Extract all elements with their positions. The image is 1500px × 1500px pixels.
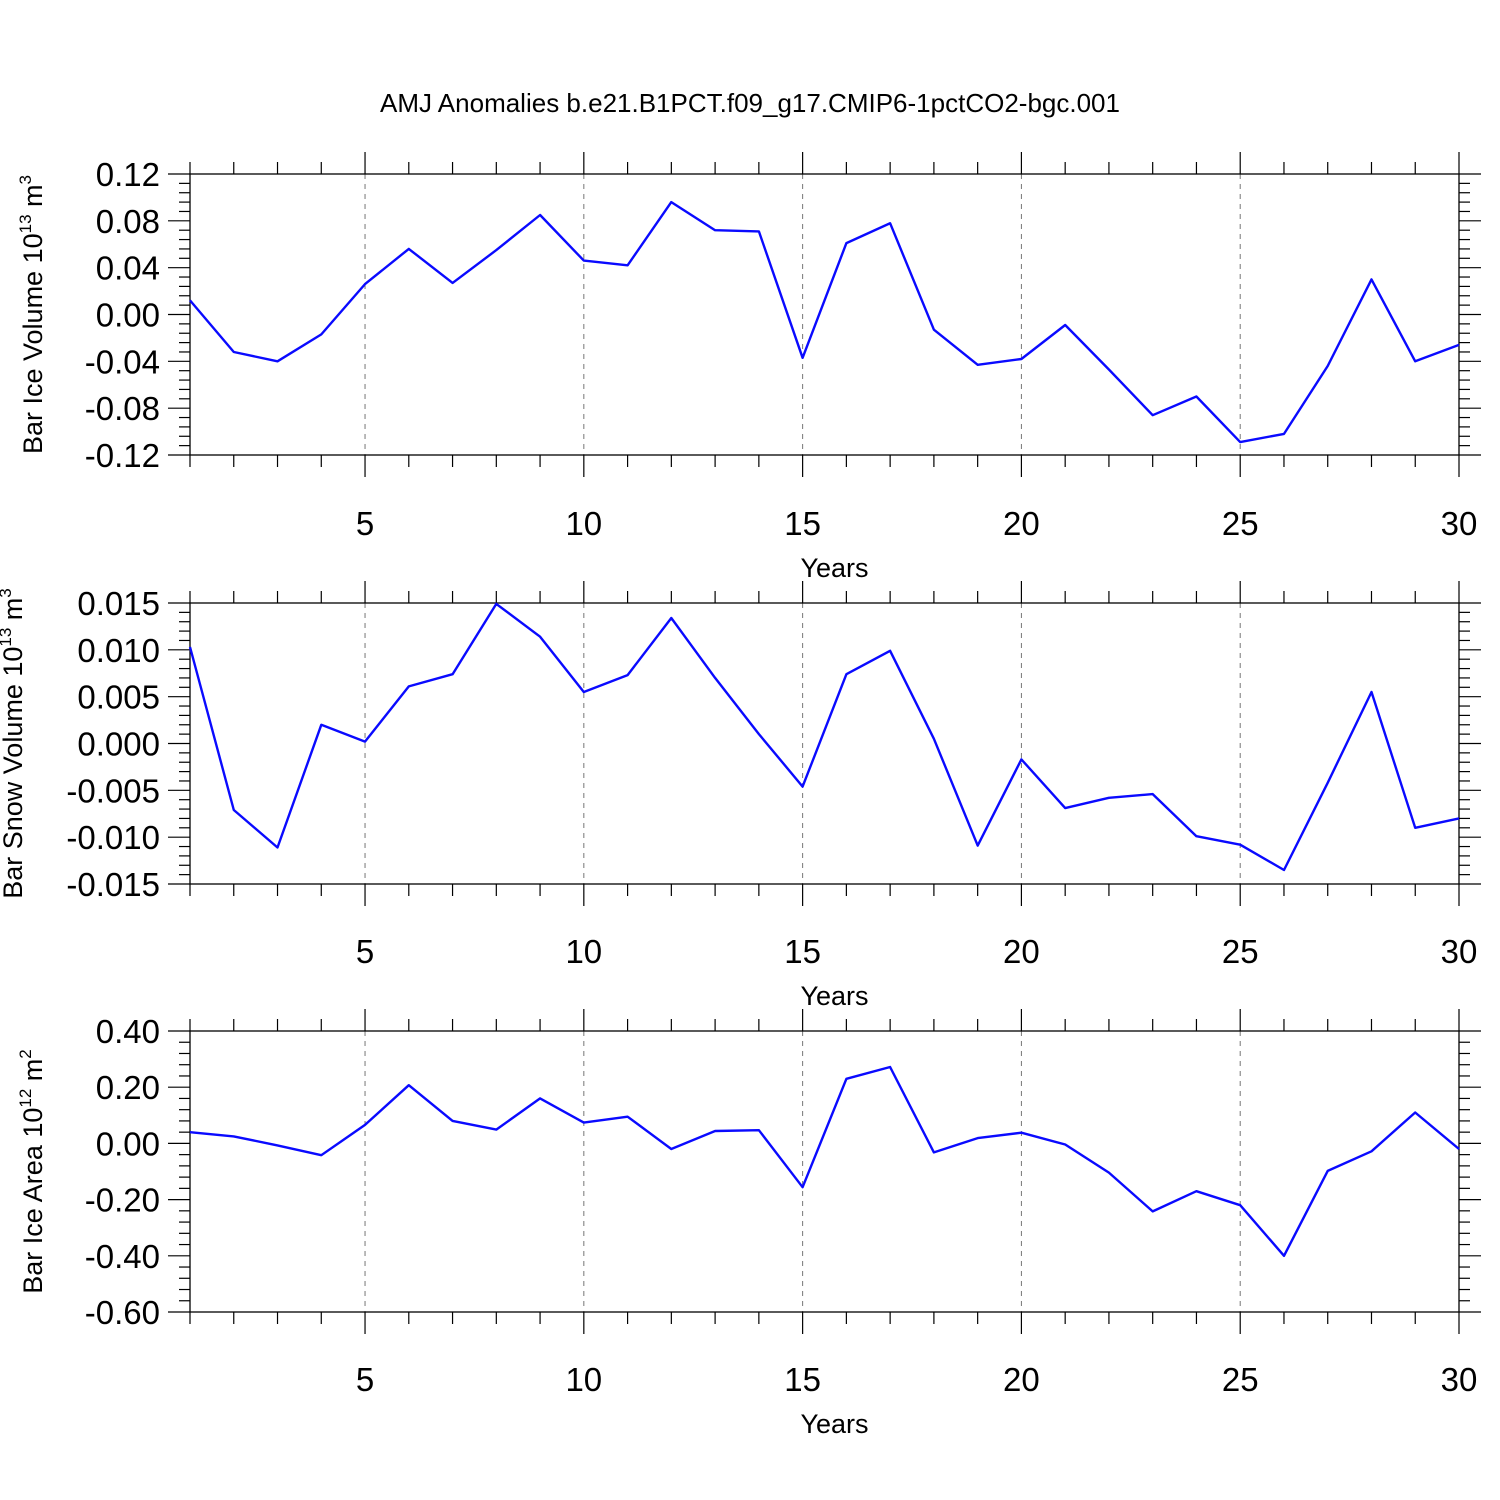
y-axis-title: Bar Ice Volume 1013 m3 xyxy=(16,175,48,454)
y-tick-label: -0.015 xyxy=(66,866,160,903)
y-axis-title-part: Bar Snow Volume 10 xyxy=(0,647,28,899)
plot-frame xyxy=(189,602,1460,885)
x-tick-label: 15 xyxy=(784,1361,821,1398)
x-tick-label: 15 xyxy=(784,933,821,970)
x-tick-label: 10 xyxy=(565,1361,602,1398)
panel-1: 5 10 15 20 25 30 -0.12 -0.08 -0.04 0.00 0.04 0.08 0.… xyxy=(16,152,1481,583)
x-tick-label: 25 xyxy=(1222,1361,1259,1398)
y-axis-title-superscript: 12 xyxy=(16,1089,35,1108)
panels: 5 10 15 20 25 30-0.12-0.08-0.040.000.040.080.… xyxy=(0,152,1481,1439)
y-tick-label: 0.015 xyxy=(77,585,160,622)
y-tick-label: 0.000 xyxy=(77,726,160,763)
x-tick-label: 10 xyxy=(565,505,602,542)
x-tick-label: 20 xyxy=(1003,933,1040,970)
y-tick-label: -0.005 xyxy=(66,772,160,809)
panel-2: 5 10 15 20 25 30 -0.015 -0.010 -0.005 0.000 0.005 0… xyxy=(0,581,1481,1011)
y-axis-title-part: Bar Ice Volume 10 xyxy=(18,233,48,454)
x-tick-label: 5 xyxy=(356,1361,374,1398)
y-axis-title-superscript: 2 xyxy=(16,1049,35,1058)
y-tick-label: -0.40 xyxy=(85,1238,160,1275)
y-axis-title-superscript: 13 xyxy=(0,628,15,647)
y-tick-label: 0.00 xyxy=(96,297,160,334)
y-axis-title: Bar Ice Area 1012 m2 xyxy=(16,1049,48,1294)
y-tick-label: 0.08 xyxy=(96,203,160,240)
y-tick-label: -0.60 xyxy=(85,1294,160,1331)
y-tick-label: -0.12 xyxy=(85,437,160,474)
y-tick-label: 0.005 xyxy=(77,679,160,716)
x-axis-title: Years xyxy=(800,981,868,1011)
x-tick-label: 25 xyxy=(1222,505,1259,542)
y-axis-title-superscript: 13 xyxy=(16,214,35,233)
y-axis-title: Bar Snow Volume 1013 m3 xyxy=(0,588,28,899)
series-line xyxy=(188,602,1460,872)
y-axis-title-superscript: 3 xyxy=(0,588,15,597)
y-tick-label: -0.08 xyxy=(85,390,160,427)
y-axis-title-part: m xyxy=(18,1059,48,1089)
x-tick-label: 5 xyxy=(356,505,374,542)
x-tick-label: 15 xyxy=(784,505,821,542)
x-axis-title: Years xyxy=(800,553,868,583)
y-tick-label: 0.20 xyxy=(96,1069,160,1106)
figure-title: AMJ Anomalies b.e21.B1PCT.f09_g17.CMIP6-… xyxy=(380,88,1120,118)
y-tick-label: 0.04 xyxy=(96,250,160,287)
x-tick-label: 20 xyxy=(1003,505,1040,542)
series-line xyxy=(189,200,1460,444)
x-tick-label: 25 xyxy=(1222,933,1259,970)
y-tick-label: 0.12 xyxy=(96,156,160,193)
x-axis-title: Years xyxy=(800,1409,868,1439)
x-tick-label: 5 xyxy=(356,933,374,970)
series-line xyxy=(189,1065,1460,1258)
x-tick-label: 10 xyxy=(565,933,602,970)
y-axis-title-part: m xyxy=(18,184,48,214)
y-tick-label: 0.00 xyxy=(96,1125,160,1162)
y-axis-title-part: m xyxy=(0,598,28,628)
x-tick-label: 30 xyxy=(1441,933,1478,970)
y-tick-label: -0.04 xyxy=(85,343,160,380)
x-tick-label: 20 xyxy=(1003,1361,1040,1398)
panel-3: 5 10 15 20 25 30 -0.60 -0.40 -0.20 0.00 0.20 0.40 Ye… xyxy=(16,1009,1481,1439)
plot-frame xyxy=(189,173,1460,456)
y-tick-label: -0.20 xyxy=(85,1182,160,1219)
x-tick-label: 30 xyxy=(1441,505,1478,542)
y-tick-label: 0.40 xyxy=(96,1013,160,1050)
y-tick-label: 0.010 xyxy=(77,632,160,669)
y-axis-title-part: Bar Ice Area 10 xyxy=(18,1108,48,1294)
y-axis-title-superscript: 3 xyxy=(16,175,35,184)
y-tick-label: -0.010 xyxy=(66,819,160,856)
x-tick-label: 30 xyxy=(1441,1361,1478,1398)
plot-frame xyxy=(189,1030,1460,1313)
